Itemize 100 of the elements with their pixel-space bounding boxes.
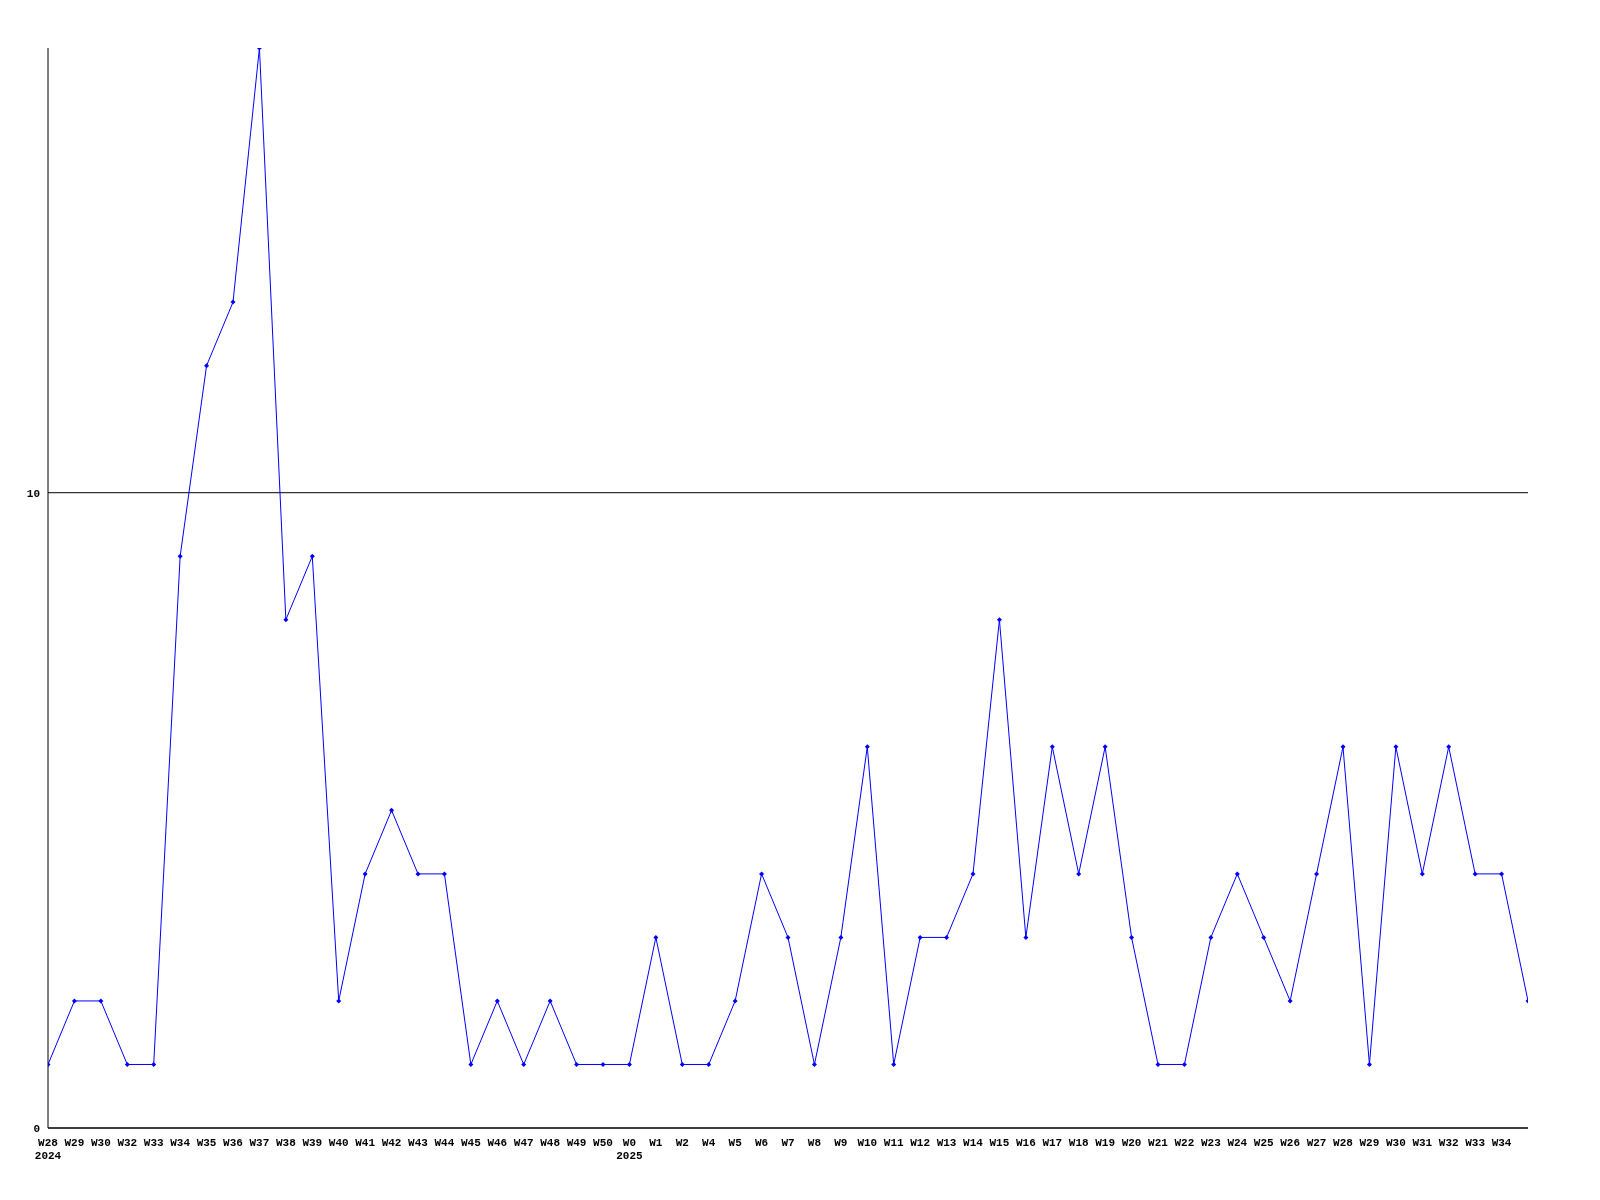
x-tick-label: W28 2024: [34, 1137, 62, 1162]
x-tick-label: W48: [540, 1137, 561, 1149]
x-tick-label: W32: [117, 1137, 138, 1149]
x-tick-label: W33: [143, 1137, 165, 1149]
point: [415, 871, 421, 877]
point: [441, 871, 447, 877]
point: [1261, 934, 1267, 940]
point: [283, 617, 289, 623]
x-tick-label: W29: [1359, 1137, 1380, 1149]
x-tick-label: W40: [328, 1137, 349, 1149]
x-tick-label: W24: [1227, 1137, 1248, 1149]
point: [1129, 934, 1135, 940]
x-tick-label: W36: [223, 1137, 243, 1149]
point: [811, 1061, 817, 1067]
x-tick-label: W49: [566, 1137, 587, 1149]
x-tick-label: W15: [989, 1137, 1010, 1149]
point: [309, 553, 315, 559]
x-tick-label: W11: [883, 1137, 905, 1149]
point: [600, 1061, 606, 1067]
x-tick-label: W1: [649, 1137, 663, 1149]
line-series: [48, 48, 1528, 1067]
point: [230, 299, 236, 305]
point: [785, 934, 791, 940]
y-tick-label: 0: [33, 1122, 40, 1135]
x-tick-label: W12: [910, 1137, 931, 1149]
x-tick-label: W46: [487, 1137, 508, 1149]
x-tick-label: W45: [460, 1137, 482, 1149]
point: [177, 553, 183, 559]
point: [574, 1061, 580, 1067]
point: [1366, 1061, 1372, 1067]
x-tick-label: W18: [1068, 1137, 1090, 1149]
point: [124, 1061, 130, 1067]
point: [970, 871, 976, 877]
x-tick-label: W31: [1412, 1137, 1433, 1149]
x-tick-label: W39: [302, 1137, 323, 1149]
point: [1049, 744, 1055, 750]
x-tick-label: W30: [1385, 1137, 1406, 1149]
point: [204, 363, 210, 369]
point: [944, 934, 950, 940]
point: [626, 1061, 632, 1067]
point: [468, 1061, 474, 1067]
point: [1234, 871, 1240, 877]
x-tick-label: W6: [754, 1137, 769, 1149]
x-tick-label: W27: [1306, 1137, 1327, 1149]
point: [1287, 998, 1293, 1004]
x-tick-label: W20: [1121, 1137, 1142, 1149]
x-tick-label: W13: [936, 1137, 957, 1149]
x-tick-label: W23: [1200, 1137, 1222, 1149]
point: [494, 998, 500, 1004]
point: [389, 807, 395, 813]
x-tick-label: W21: [1148, 1137, 1169, 1149]
point: [1102, 744, 1108, 750]
x-tick-label: W7: [781, 1137, 795, 1149]
x-tick-label: W44: [434, 1137, 455, 1149]
point: [1314, 871, 1320, 877]
point: [521, 1061, 527, 1067]
point: [864, 744, 870, 750]
point: [1208, 934, 1214, 940]
y-tick-label: 10: [26, 487, 40, 500]
x-tick-label: W26: [1280, 1137, 1301, 1149]
point: [1419, 871, 1425, 877]
point: [679, 1061, 685, 1067]
x-tick-label: W35: [196, 1137, 217, 1149]
x-tick-label: W5: [728, 1137, 743, 1149]
x-tick-label: W17: [1042, 1137, 1063, 1149]
x-tick-label: W32: [1438, 1137, 1459, 1149]
x-tick-label: W42: [381, 1137, 402, 1149]
x-tick-label: W38: [275, 1137, 297, 1149]
point: [1076, 871, 1082, 877]
x-tick-label: W22: [1174, 1137, 1195, 1149]
point: [706, 1061, 712, 1067]
x-tick-label: W9: [834, 1137, 848, 1149]
point: [917, 934, 923, 940]
x-tick-label: W29: [64, 1137, 85, 1149]
x-tick-label: W10: [857, 1137, 878, 1149]
point: [362, 871, 368, 877]
point: [1181, 1061, 1187, 1067]
point: [1499, 871, 1505, 877]
point: [98, 998, 104, 1004]
x-tick-label: W30: [90, 1137, 111, 1149]
x-tick-label: W34: [1491, 1137, 1512, 1149]
point: [1340, 744, 1346, 750]
point: [547, 998, 553, 1004]
x-tick-label: W0 2025: [616, 1137, 644, 1162]
point: [732, 998, 738, 1004]
x-tick-label: W50: [593, 1137, 613, 1149]
point: [996, 617, 1002, 623]
x-tick-label: W4: [702, 1137, 716, 1149]
point: [1023, 934, 1029, 940]
point: [838, 934, 844, 940]
x-tick-label: W47: [513, 1137, 534, 1149]
point: [1393, 744, 1399, 750]
point: [759, 871, 765, 877]
x-tick-label: W41: [355, 1137, 376, 1149]
x-tick-label: W34: [170, 1137, 191, 1149]
x-tick-label: W25: [1253, 1137, 1275, 1149]
point: [653, 934, 659, 940]
x-tick-label: W16: [1015, 1137, 1036, 1149]
point: [71, 998, 77, 1004]
x-tick-label: W28: [1333, 1137, 1354, 1149]
